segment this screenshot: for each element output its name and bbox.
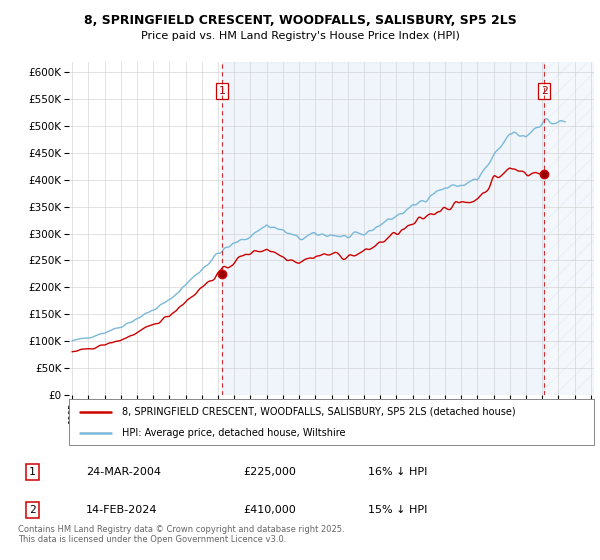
Text: 8, SPRINGFIELD CRESCENT, WOODFALLS, SALISBURY, SP5 2LS (detached house): 8, SPRINGFIELD CRESCENT, WOODFALLS, SALI…: [121, 407, 515, 417]
Text: 2: 2: [541, 86, 547, 96]
Text: 8, SPRINGFIELD CRESCENT, WOODFALLS, SALISBURY, SP5 2LS: 8, SPRINGFIELD CRESCENT, WOODFALLS, SALI…: [83, 14, 517, 27]
Text: £225,000: £225,000: [244, 467, 296, 477]
Text: 24-MAR-2004: 24-MAR-2004: [86, 467, 161, 477]
Text: HPI: Average price, detached house, Wiltshire: HPI: Average price, detached house, Wilt…: [121, 428, 345, 438]
Text: 16% ↓ HPI: 16% ↓ HPI: [368, 467, 427, 477]
Text: 1: 1: [218, 86, 225, 96]
Bar: [544, 62, 594, 395]
Text: 14-FEB-2024: 14-FEB-2024: [86, 505, 157, 515]
Text: 2: 2: [29, 505, 35, 515]
Text: 1: 1: [29, 467, 35, 477]
Text: Price paid vs. HM Land Registry's House Price Index (HPI): Price paid vs. HM Land Registry's House …: [140, 31, 460, 41]
Text: 15% ↓ HPI: 15% ↓ HPI: [368, 505, 427, 515]
Text: Contains HM Land Registry data © Crown copyright and database right 2025.
This d: Contains HM Land Registry data © Crown c…: [18, 525, 344, 544]
Bar: [222, 62, 544, 395]
Text: £410,000: £410,000: [244, 505, 296, 515]
